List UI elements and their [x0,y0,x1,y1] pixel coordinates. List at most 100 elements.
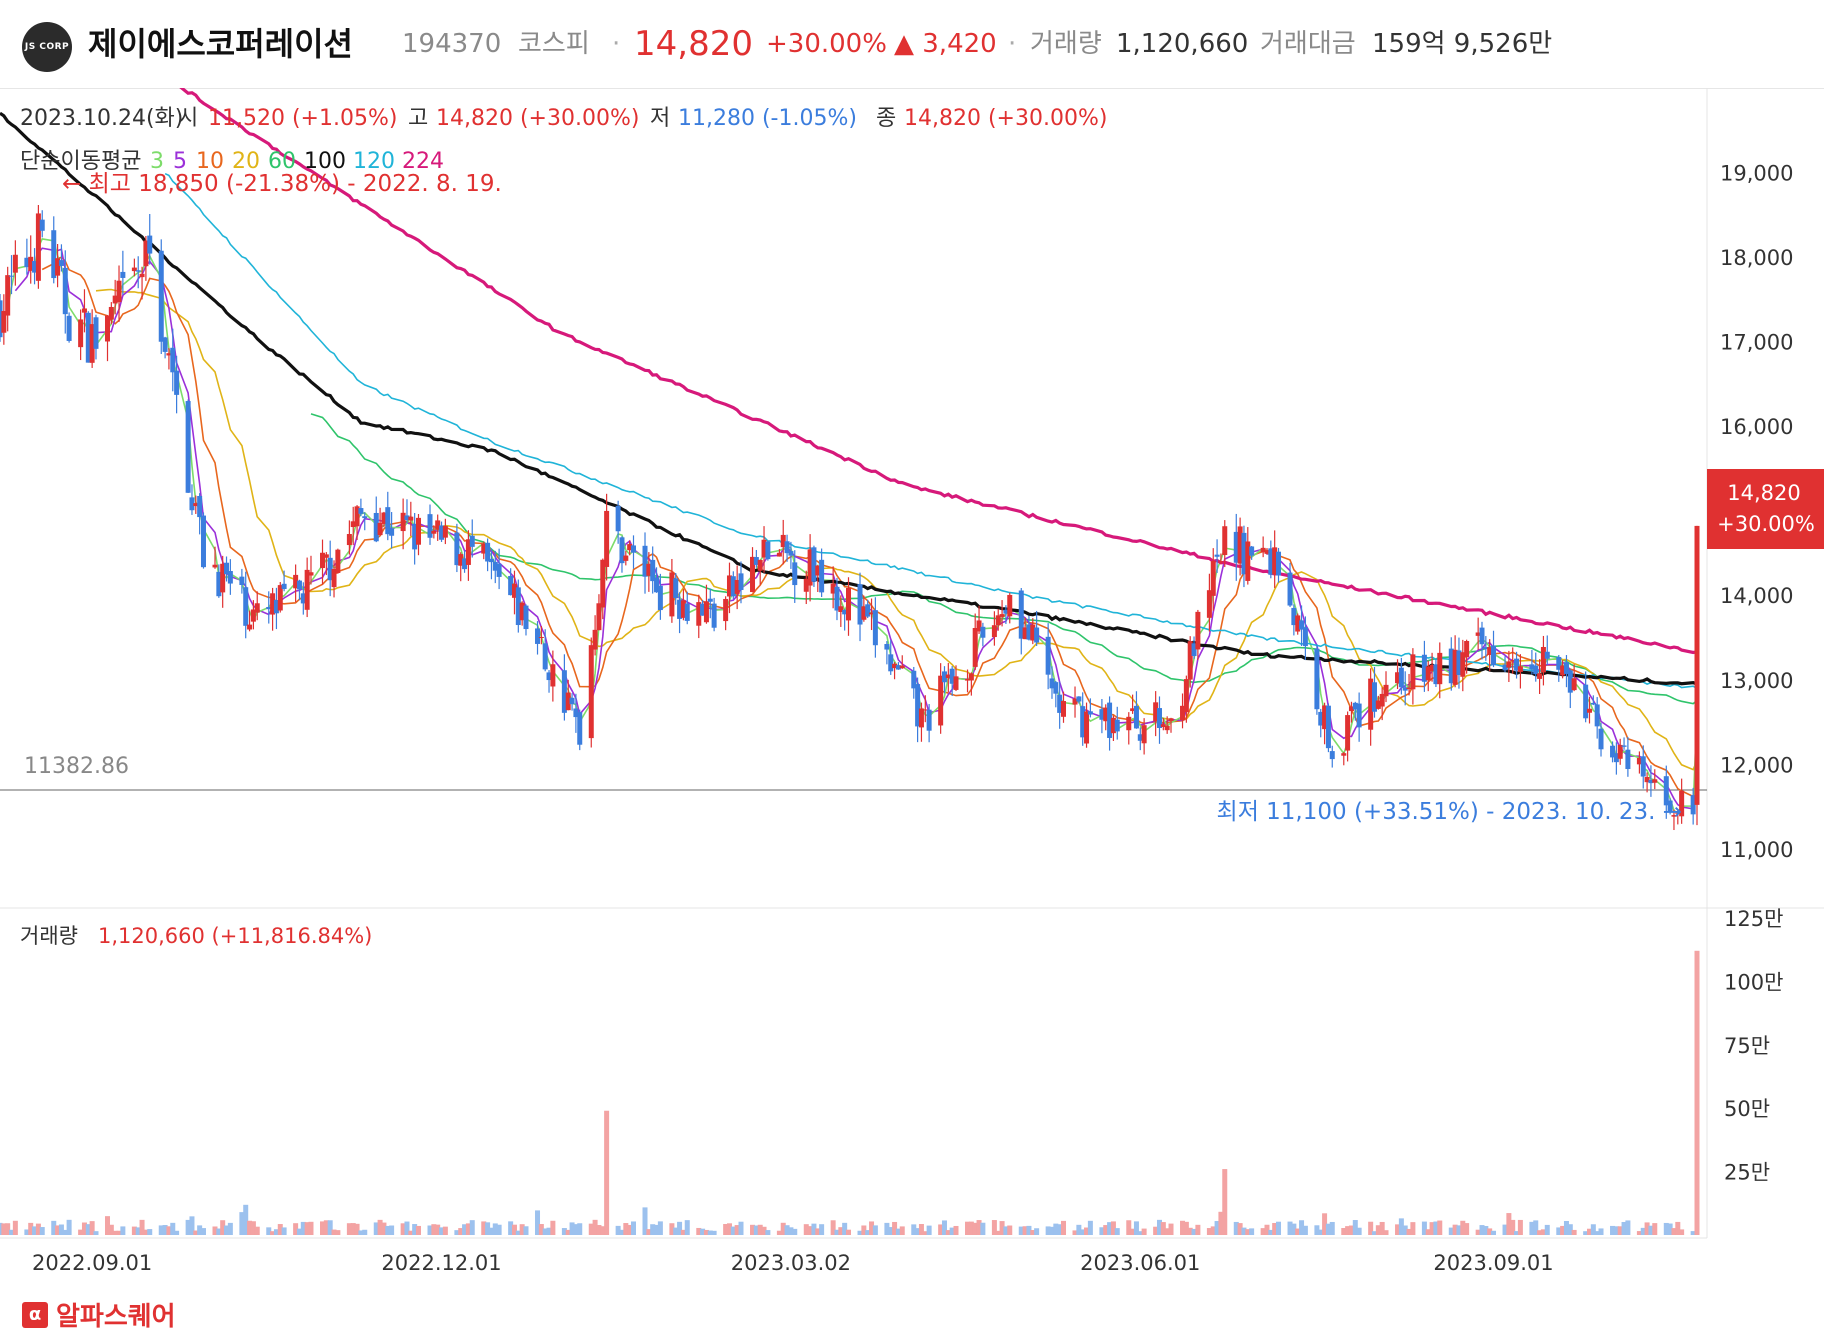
volume-bar [1045,1226,1051,1235]
volume-bar [669,1223,675,1235]
volume-bar [1,1223,7,1235]
volume-bar [1437,1220,1443,1235]
candle [550,650,556,702]
price-tick-label: 17,000 [1720,331,1793,355]
candle [496,548,502,590]
high-value: 14,820 (+30.00%) [436,106,639,131]
volume-bar [1452,1224,1458,1235]
volume-bar [738,1221,744,1235]
volume-bar [174,1230,180,1235]
price-tick-label: 11,000 [1720,838,1793,862]
volume-bar [93,1231,99,1235]
stock-name[interactable]: 제이에스코퍼레이션 [88,25,353,63]
candle [753,549,759,568]
volume-bar [120,1226,126,1235]
volume-bar [511,1224,517,1235]
candle-body [623,555,629,561]
candle-body [1590,702,1596,705]
brand-name: 알파스퀘어 [56,1302,176,1332]
candle-body [615,505,621,532]
volume-bar [1425,1229,1431,1235]
candle [1195,609,1201,661]
candle-body [646,563,652,576]
candle [1594,697,1600,739]
candle [1,294,7,345]
candle [1084,702,1090,748]
volume-bar [139,1219,145,1235]
candle-body [1448,648,1454,684]
candle [93,314,99,360]
volume-bar [761,1226,767,1235]
volume-bar [1625,1220,1631,1235]
candle-body [431,530,437,534]
volume-bar [726,1223,732,1235]
candle-body [170,347,176,373]
candle [415,514,421,556]
candle-body [1206,590,1212,618]
candle-body [1356,703,1362,728]
volume-bar [55,1225,61,1235]
volume-bar [834,1229,840,1235]
volume-bar [642,1207,648,1235]
candle-body [200,515,206,568]
candle [508,568,514,596]
candle [442,518,448,545]
candle-body [354,506,360,527]
brand-footer[interactable]: α 알파스퀘어 [22,1296,176,1333]
volume-bar [1195,1224,1201,1235]
candle-body [857,584,863,625]
volume-bar [24,1229,30,1235]
volume-bar [1084,1227,1090,1235]
volume-bar [945,1230,951,1235]
volume-bar [412,1224,418,1235]
candle-body [1437,652,1443,685]
candle-body [197,495,203,518]
volume-bar [454,1230,460,1235]
volume-bar [1679,1229,1685,1235]
candle [277,582,283,613]
volume-bar [1276,1221,1282,1235]
candle [899,655,905,669]
candle [492,550,498,584]
candle [1341,751,1347,766]
candle-body [1652,779,1658,783]
candle [846,577,851,636]
volume-bar [1126,1220,1132,1235]
candle-body [519,602,525,621]
candle [1652,769,1658,790]
volume-bar [1617,1226,1623,1235]
current-price: 14,820 [634,24,753,64]
candle [1464,639,1470,674]
candle [1160,717,1166,731]
candle-body [300,593,306,604]
candle-body [1264,550,1270,554]
volume-bar [131,1226,137,1235]
volume-bar [358,1230,364,1235]
candle-body [1325,705,1331,749]
volume-bar [1583,1231,1589,1235]
volume-label: 거래량 [1030,29,1102,59]
volume-bar [1322,1213,1328,1235]
candle [703,584,709,624]
volume-bar [753,1225,759,1235]
candle [224,556,230,582]
candle-body [1506,661,1512,668]
candle [726,562,732,614]
candle-body [193,503,199,507]
candle [819,548,825,598]
candle-body [1640,756,1646,777]
candle-body [1648,779,1654,784]
volume-bar [1556,1227,1562,1235]
volume-bar [335,1230,341,1235]
candle-body [400,512,406,532]
candle [1694,525,1700,826]
candle-body [995,615,1001,626]
candle-body [1510,660,1516,662]
volume-bar [750,1224,756,1235]
volume-bar [331,1229,337,1235]
candle [270,587,276,631]
stock-chart[interactable]: 11,000 12,000 13,000 14,000 16,000 17,000 18,0… [0,88,1824,1288]
candle [1276,547,1282,583]
candle-body [1586,708,1592,713]
candle-body [1598,728,1604,750]
